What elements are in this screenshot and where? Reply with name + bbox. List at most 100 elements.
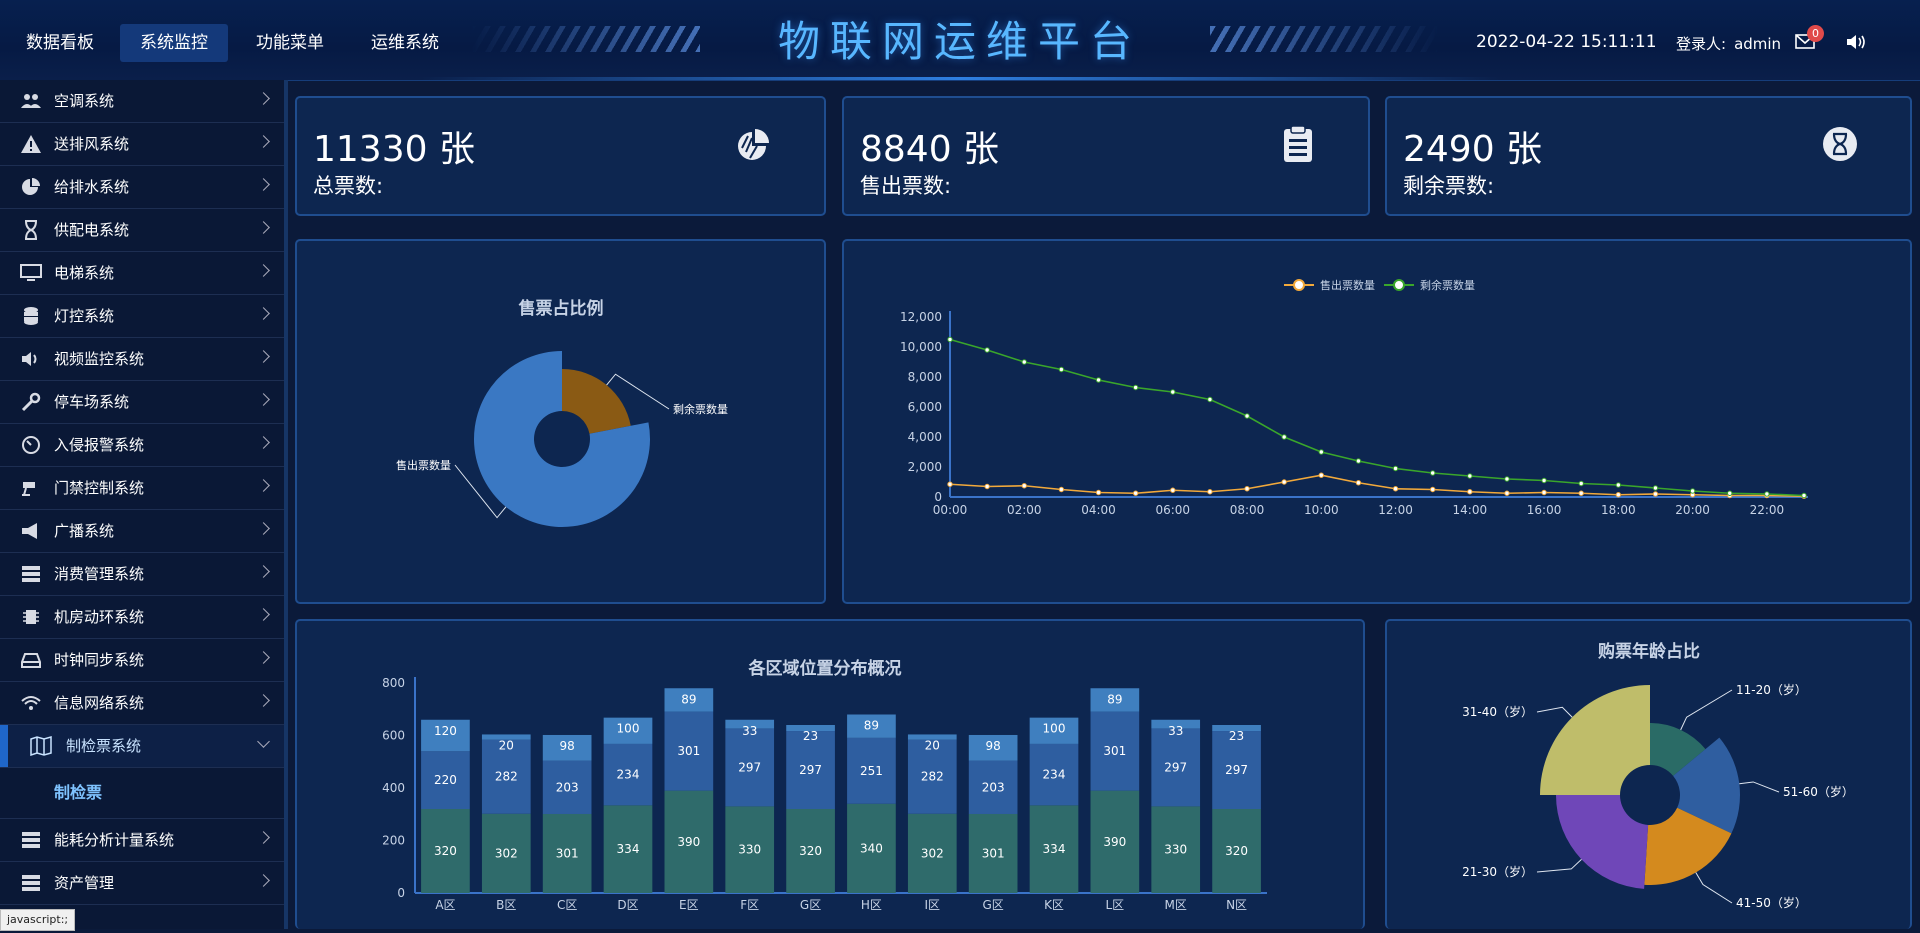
data-point[interactable] (1058, 366, 1065, 373)
data-point[interactable] (1281, 479, 1287, 485)
sidebar-item-ventilation[interactable]: 送排风系统 (0, 123, 284, 166)
bar-segment[interactable] (542, 734, 592, 761)
bar-segment[interactable] (1212, 725, 1261, 732)
bar-segment[interactable] (847, 803, 896, 893)
pie-slice[interactable] (1540, 685, 1650, 795)
sidebar-item-parking[interactable]: 停车场系统 (0, 381, 284, 424)
data-point[interactable] (1801, 492, 1807, 499)
bar-segment[interactable] (542, 760, 592, 814)
pie-slice[interactable] (562, 369, 631, 434)
data-point[interactable] (1095, 489, 1102, 496)
sidebar-item-lighting[interactable]: 灯控系统 (0, 295, 284, 338)
sidebar-item-energy[interactable]: 能耗分析计量系统 (0, 819, 284, 862)
data-point[interactable] (1170, 487, 1176, 493)
bar-segment[interactable] (1090, 711, 1140, 791)
data-point[interactable] (1318, 472, 1325, 478)
data-point[interactable] (1318, 449, 1325, 455)
data-point[interactable] (1207, 396, 1213, 403)
sidebar-item-ticketing[interactable]: 制检票系统 (0, 725, 284, 768)
bar-segment[interactable] (664, 790, 714, 893)
sidebar-item-video[interactable]: 视频监控系统 (0, 338, 284, 381)
bar-segment[interactable] (725, 719, 775, 729)
bar-segment[interactable] (603, 805, 653, 893)
bar-segment[interactable] (481, 734, 531, 740)
sidebar-item-intrusion[interactable]: 入侵报警系统 (0, 424, 284, 467)
nav-dashboard[interactable]: 数据看板 (26, 33, 94, 53)
sidebar-item-power[interactable]: 供配电系统 (0, 209, 284, 252)
bar-segment[interactable] (421, 751, 470, 809)
bar-segment[interactable] (664, 711, 714, 791)
data-point[interactable] (947, 481, 953, 487)
data-point[interactable] (1652, 491, 1659, 497)
data-point[interactable] (1207, 489, 1213, 495)
bar-segment[interactable] (786, 809, 835, 893)
sidebar-item-water[interactable]: 给排水系统 (0, 166, 284, 209)
data-point[interactable] (1467, 473, 1473, 479)
bar-segment[interactable] (1151, 728, 1201, 807)
bar-segment[interactable] (421, 809, 470, 893)
data-point[interactable] (1132, 384, 1139, 391)
bar-segment[interactable] (1151, 719, 1201, 729)
data-point[interactable] (1615, 482, 1622, 488)
bar-segment[interactable] (603, 717, 653, 744)
data-point[interactable] (1578, 480, 1584, 487)
data-point[interactable] (1578, 490, 1584, 496)
bar-segment[interactable] (968, 813, 1018, 893)
data-point[interactable] (1170, 389, 1176, 395)
sidebar-item-hvac[interactable]: 空调系统 (0, 80, 284, 123)
data-point[interactable] (1281, 434, 1287, 440)
bar-segment[interactable] (847, 714, 896, 738)
bar-segment[interactable] (968, 734, 1018, 761)
data-point[interactable] (947, 336, 953, 343)
data-point[interactable] (1541, 489, 1547, 496)
bar-segment[interactable] (1029, 717, 1079, 744)
bar-segment[interactable] (481, 813, 531, 893)
bar-segment[interactable] (786, 731, 835, 809)
bar-segment[interactable] (968, 760, 1018, 814)
data-point[interactable] (1727, 490, 1733, 496)
data-point[interactable] (1467, 489, 1473, 495)
nav-function-menu[interactable]: 功能菜单 (256, 33, 324, 53)
pie-slice[interactable] (1644, 807, 1732, 885)
bar-segment[interactable] (542, 813, 592, 893)
bar-segment[interactable] (1151, 806, 1201, 893)
bar-segment[interactable] (1090, 790, 1140, 893)
data-point[interactable] (1021, 483, 1027, 489)
nav-ops-system[interactable]: 运维系统 (371, 33, 439, 53)
sidebar-item-elevator[interactable]: 电梯系统 (0, 252, 284, 295)
bar-segment[interactable] (725, 806, 775, 893)
bar-segment[interactable] (847, 737, 896, 804)
data-point[interactable] (1355, 480, 1362, 486)
data-point[interactable] (1058, 486, 1065, 493)
sidebar-item-assets[interactable]: 资产管理 (0, 862, 284, 905)
data-point[interactable] (1355, 458, 1362, 464)
data-point[interactable] (1764, 491, 1770, 497)
data-point[interactable] (1021, 359, 1027, 365)
bar-segment[interactable] (907, 734, 957, 740)
data-point[interactable] (1244, 486, 1250, 492)
bar-segment[interactable] (1212, 809, 1261, 893)
legend-remaining[interactable]: 剩余票数量 (1384, 278, 1475, 292)
data-point[interactable] (984, 347, 990, 353)
data-point[interactable] (1652, 485, 1659, 491)
sidebar-subitem-ticket[interactable]: 制检票 (0, 768, 284, 819)
data-point[interactable] (984, 483, 990, 490)
data-point[interactable] (1504, 490, 1510, 496)
pie-slice[interactable] (474, 351, 650, 527)
bar-segment[interactable] (481, 739, 531, 814)
pie-slice[interactable] (1650, 723, 1706, 776)
data-point[interactable] (1429, 486, 1436, 493)
bar-segment[interactable] (907, 739, 957, 814)
data-point[interactable] (1689, 488, 1696, 494)
data-point[interactable] (1541, 477, 1547, 484)
sidebar-item-broadcast[interactable]: 广播系统 (0, 510, 284, 553)
bar-segment[interactable] (664, 688, 714, 712)
legend-sold[interactable]: 售出票数量 (1284, 278, 1375, 292)
bar-segment[interactable] (421, 719, 470, 752)
pie-slice[interactable] (1556, 795, 1649, 889)
bar-segment[interactable] (1029, 743, 1079, 806)
sidebar-item-clock-sync[interactable]: 时钟同步系统 (0, 639, 284, 682)
bar-segment[interactable] (603, 743, 653, 806)
data-point[interactable] (1244, 413, 1250, 419)
bar-segment[interactable] (1029, 805, 1079, 893)
